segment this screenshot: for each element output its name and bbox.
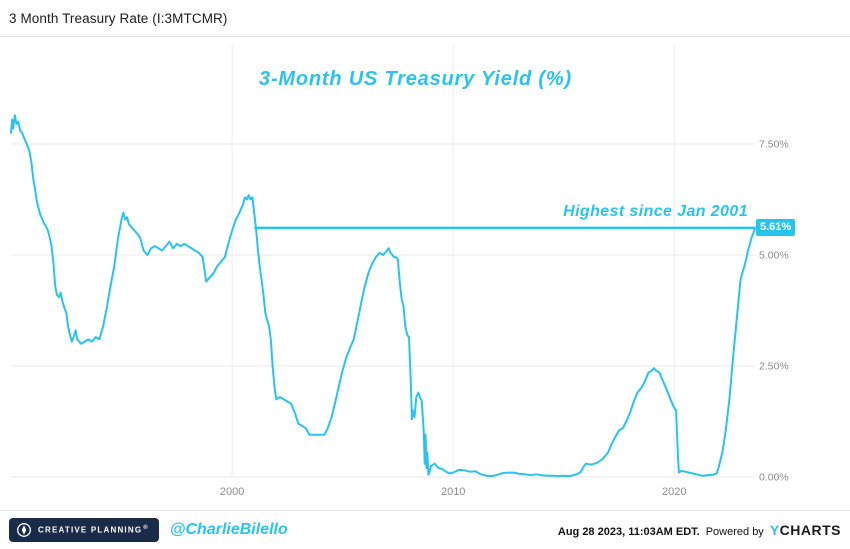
y-tick-label: 0.00% (759, 472, 789, 484)
x-tick-label: 2000 (220, 486, 244, 498)
series-line (10, 114, 756, 478)
creative-planning-logo: CREATIVE PLANNING® (9, 518, 159, 542)
footer-right: Aug 28 2023, 11:03AM EDT. Powered by YCH… (558, 522, 841, 538)
ycharts-logo-rest: CHARTS (779, 522, 841, 538)
y-tick-label: 5.00% (759, 250, 789, 262)
footer: CREATIVE PLANNING® @CharlieBilello Aug 2… (0, 510, 850, 549)
header: 3 Month Treasury Rate (I:3MTCMR) (0, 0, 850, 37)
page-title: 3 Month Treasury Rate (I:3MTCMR) (9, 10, 228, 26)
x-tick-label: 2010 (441, 486, 465, 498)
y-tick-label: 7.50% (759, 139, 789, 151)
creative-planning-logo-text: CREATIVE PLANNING® (38, 525, 149, 535)
ycharts-logo: YCHARTS (770, 522, 841, 538)
chart-annotation: Highest since Jan 2001 (563, 203, 748, 220)
x-tick-label: 2020 (662, 486, 686, 498)
y-tick-label: 2.50% (759, 361, 789, 373)
latest-value-badge: 5.61% (756, 219, 796, 236)
timestamp: Aug 28 2023, 11:03AM EDT. (557, 526, 700, 538)
creative-planning-logo-icon (17, 523, 31, 537)
chart-svg: 0.00% 2.50% 5.00% 7.50% 2000 2010 2020 (10, 45, 789, 498)
chart-title: 3-Month US Treasury Yield (%) (259, 68, 572, 90)
registered-mark: ® (143, 525, 149, 532)
ycharts-logo-y: Y (769, 522, 780, 538)
powered-by-label: Powered by (705, 526, 764, 538)
twitter-handle: @CharlieBilello (169, 521, 288, 538)
